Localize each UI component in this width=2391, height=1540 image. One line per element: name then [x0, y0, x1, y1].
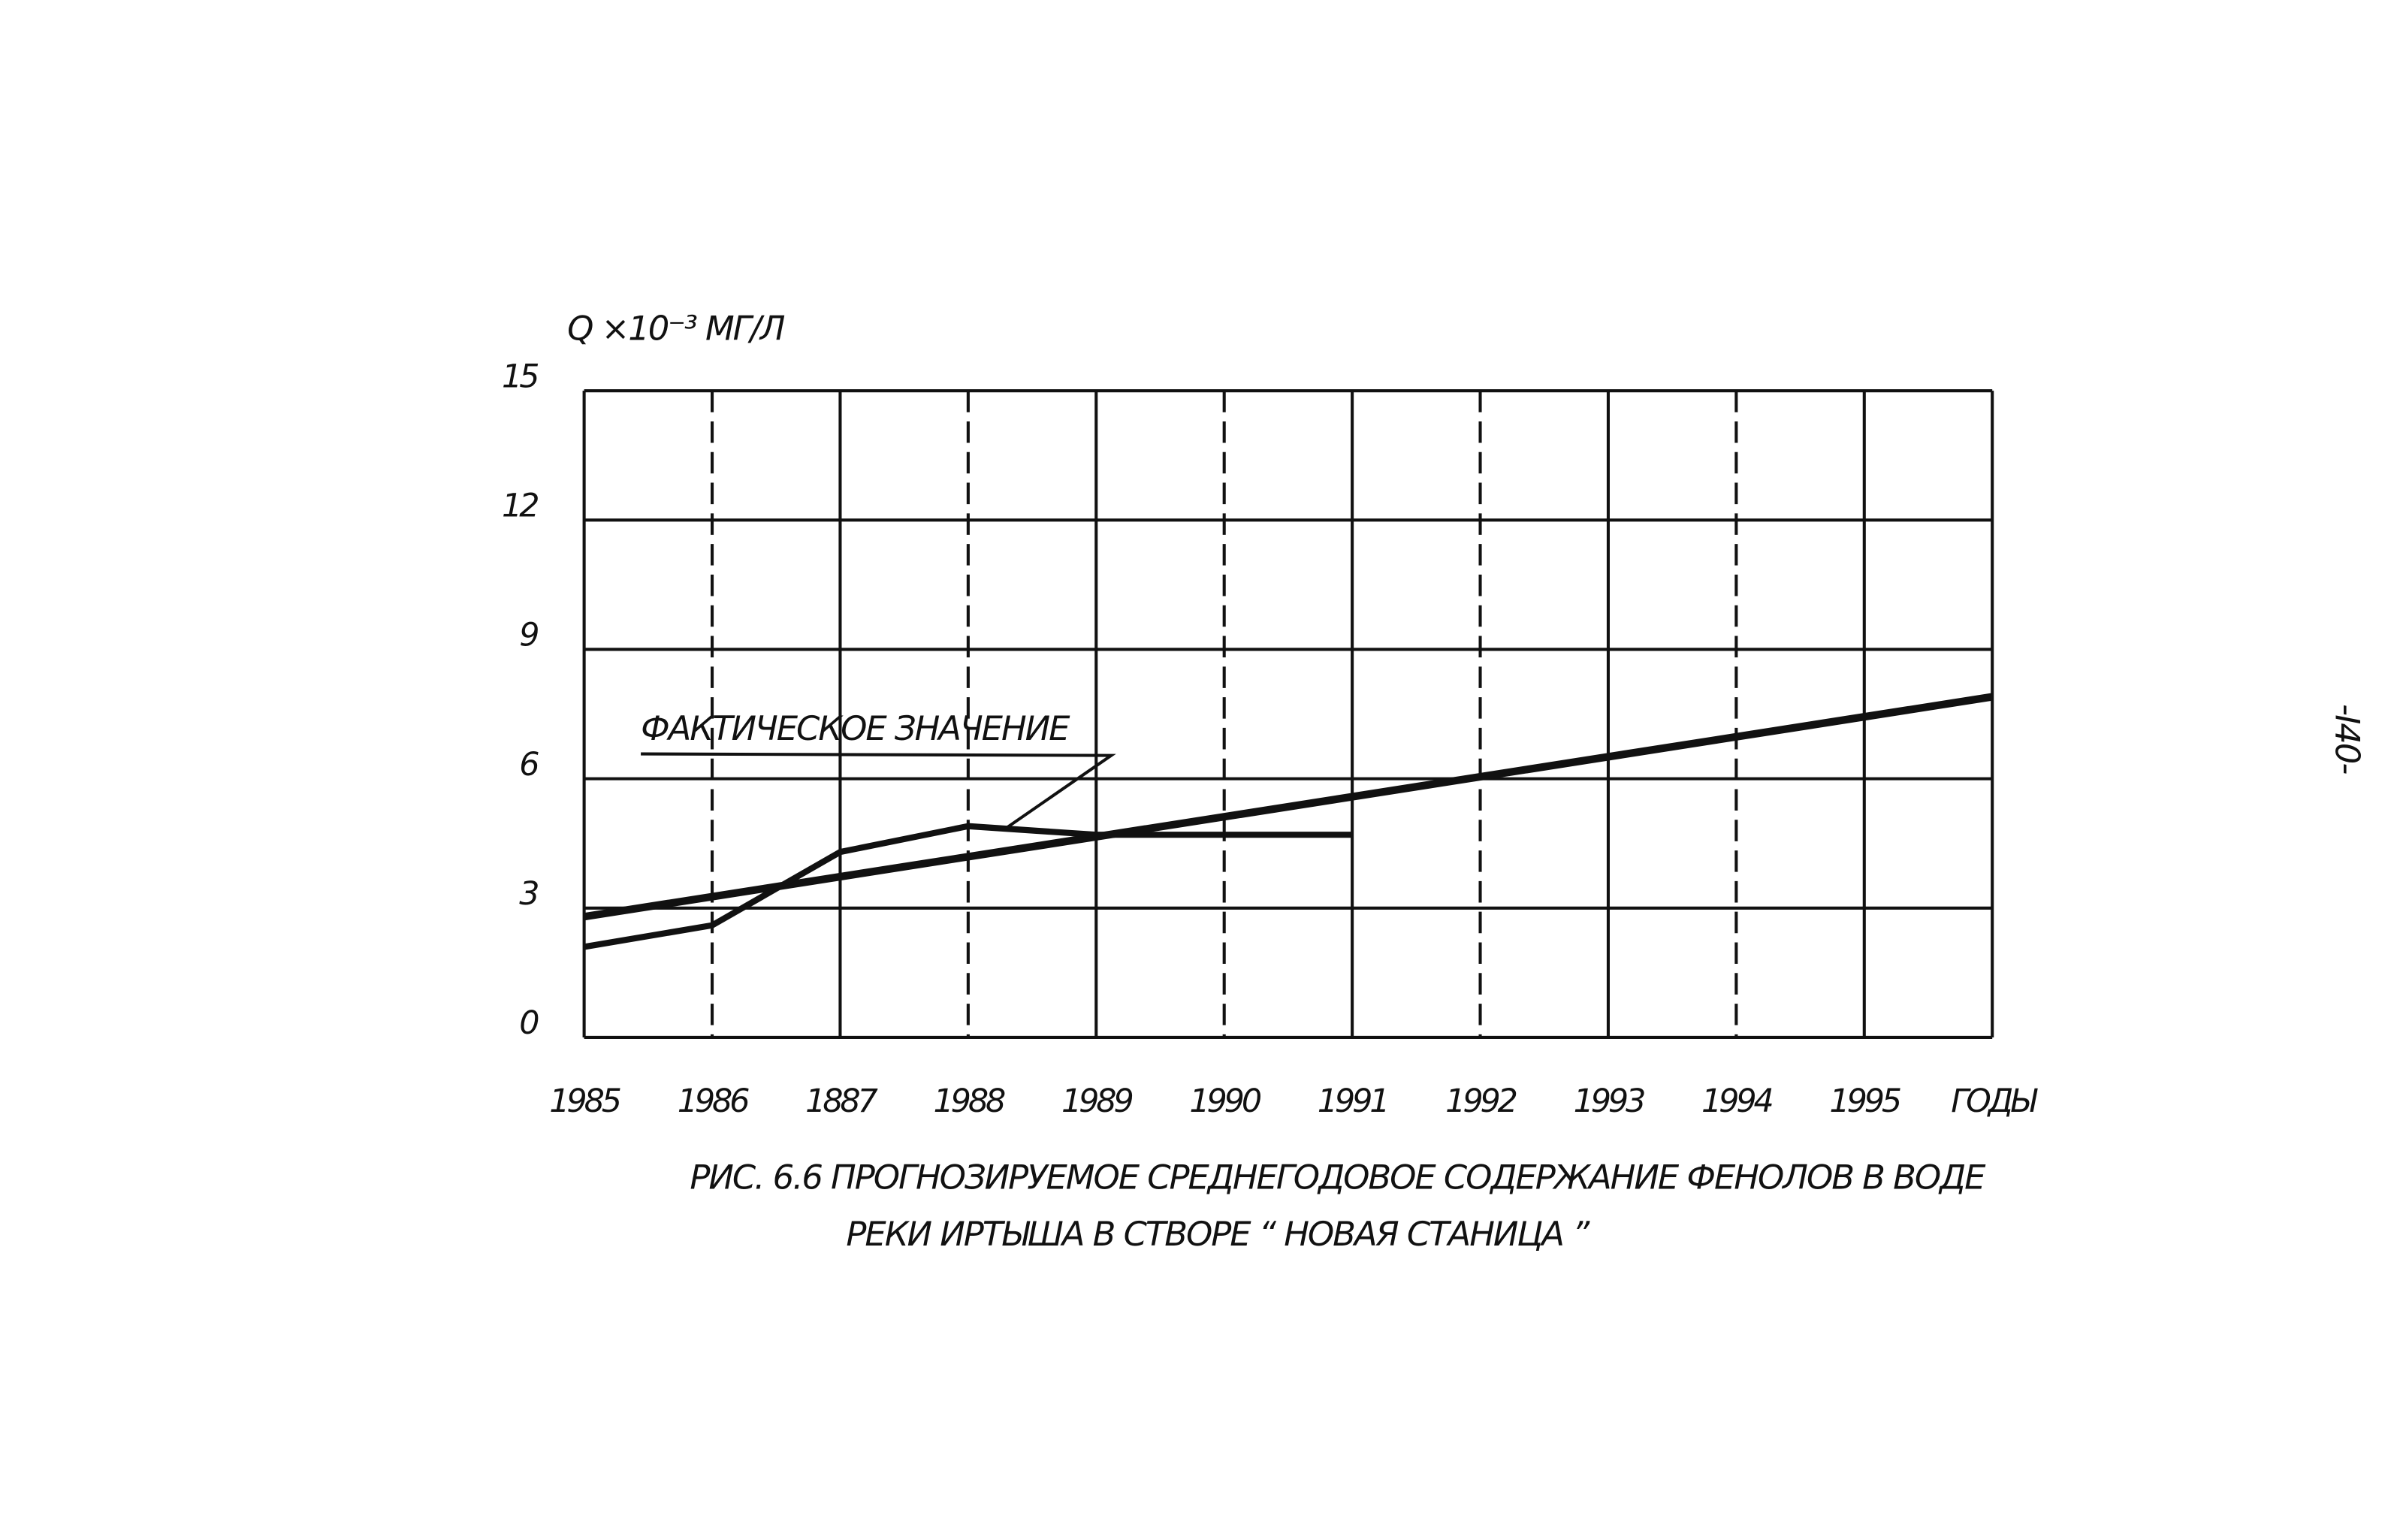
- x-tick-label: 1991: [1318, 1083, 1387, 1120]
- y-tick-label: 6: [519, 746, 539, 784]
- x-tick-label: 1994: [1701, 1083, 1773, 1120]
- x-tick-label: 1989: [1061, 1083, 1133, 1120]
- x-tick-label: ГОДЫ: [1951, 1083, 2038, 1120]
- y-tick-label: 9: [519, 617, 538, 654]
- data-line: [583, 693, 1993, 921]
- annotation: ФАКТИЧЕСКОЕ ЗНАЧЕНИЕ: [641, 708, 1070, 748]
- x-tick-label: 1988: [934, 1083, 1006, 1120]
- y-tick-label: 0: [519, 1004, 539, 1042]
- x-tick-label: 1993: [1574, 1083, 1645, 1120]
- data-line: [583, 823, 1353, 950]
- y-axis-label: Q ×10⁻³ МГ/Л: [567, 309, 785, 349]
- x-tick-label: 1995: [1829, 1083, 1900, 1120]
- x-tick-label: 1992: [1445, 1083, 1517, 1120]
- x-tick-label: 1985: [549, 1083, 620, 1120]
- y-tick-label: 3: [519, 875, 538, 913]
- caption-line: РИС. 6.6 ПРОГНОЗИРУЕМОЕ СРЕДНЕГОДОВОЕ СО…: [690, 1158, 1986, 1197]
- annotation-leader: [641, 752, 1116, 829]
- x-tick-label: 1986: [678, 1083, 750, 1120]
- x-tick-label: 1887: [805, 1083, 878, 1120]
- y-tick-label: 12: [502, 487, 538, 524]
- caption-line: РЕКИ ИРТЫША В СТВОРЕ “ НОВАЯ СТАНИЦА ”: [846, 1214, 1590, 1254]
- x-tick-label: 1990: [1189, 1083, 1261, 1120]
- y-tick-label: 15: [502, 358, 538, 395]
- page-number: -I40-: [2327, 704, 2367, 774]
